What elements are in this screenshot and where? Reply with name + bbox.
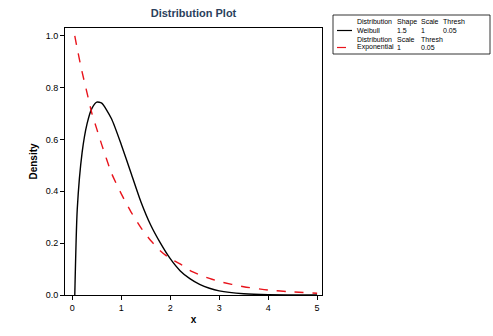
svg-text:0.05: 0.05: [421, 44, 435, 51]
svg-text:Distribution Plot: Distribution Plot: [151, 7, 237, 19]
svg-text:1: 1: [421, 27, 425, 34]
svg-text:0.2: 0.2: [46, 238, 59, 248]
svg-text:0.6: 0.6: [46, 135, 59, 145]
svg-text:5: 5: [315, 303, 320, 313]
svg-text:Distribution: Distribution: [357, 36, 392, 43]
svg-text:3: 3: [217, 303, 222, 313]
svg-text:Distribution: Distribution: [357, 18, 392, 25]
svg-text:1: 1: [119, 303, 124, 313]
svg-text:Scale: Scale: [421, 18, 439, 25]
svg-text:Weibull: Weibull: [357, 27, 380, 34]
svg-text:1.5: 1.5: [397, 27, 407, 34]
svg-text:Scale: Scale: [397, 36, 415, 43]
svg-text:2: 2: [168, 303, 173, 313]
svg-text:1.0: 1.0: [46, 31, 59, 41]
svg-text:Shape: Shape: [397, 18, 417, 26]
svg-text:0.8: 0.8: [46, 83, 59, 93]
svg-text:x: x: [191, 314, 197, 325]
svg-text:Density: Density: [28, 143, 39, 180]
svg-text:0.0: 0.0: [46, 290, 59, 300]
svg-text:0.05: 0.05: [443, 27, 457, 34]
svg-text:Exponential: Exponential: [357, 43, 394, 51]
svg-text:Thresh: Thresh: [421, 36, 443, 43]
svg-text:0: 0: [70, 303, 75, 313]
svg-text:4: 4: [266, 303, 271, 313]
svg-text:Thresh: Thresh: [443, 18, 465, 25]
svg-text:1: 1: [397, 44, 401, 51]
svg-text:0.4: 0.4: [46, 186, 59, 196]
